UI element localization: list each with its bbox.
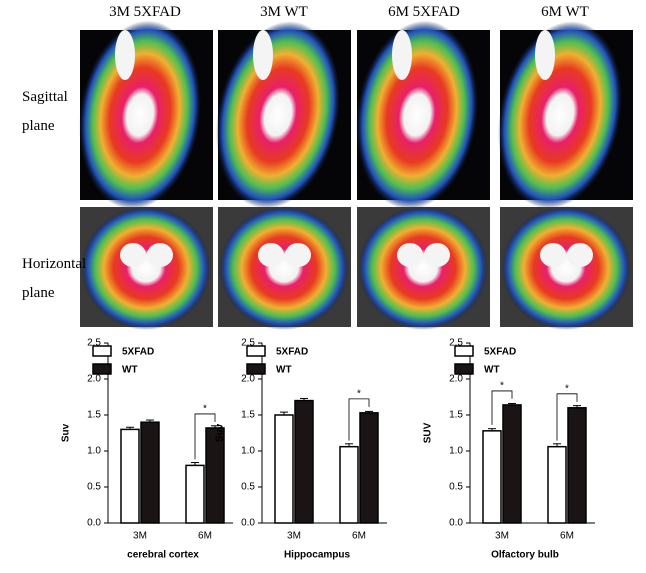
y-tick-label: 0.5 <box>87 482 101 493</box>
bar <box>205 427 225 524</box>
y-tick-label: 2.0 <box>87 374 101 385</box>
y-tick-label: 0.0 <box>241 518 255 529</box>
y-tick-label: 2.5 <box>87 338 101 349</box>
row-label: Sagittal plane <box>22 89 68 134</box>
legend-label: 5XFAD <box>276 347 308 358</box>
y-tick-label: 1.5 <box>87 410 101 421</box>
bar <box>140 421 160 524</box>
y-axis-label: SUV <box>423 422 434 443</box>
x-tick-label: 6M <box>352 531 366 542</box>
legend-swatch <box>454 363 474 375</box>
heat-core <box>285 243 311 267</box>
y-tick-label: 0.0 <box>87 518 101 529</box>
column-label: 6M WT <box>541 4 589 20</box>
legend-label: 5XFAD <box>122 347 154 358</box>
x-tick-label: 3M <box>133 531 147 542</box>
legend-swatch <box>92 363 112 375</box>
column-label: 3M WT <box>260 4 308 20</box>
column-label: 3M 5XFAD <box>109 4 181 20</box>
legend-swatch <box>454 345 474 357</box>
y-tick-label: 2.5 <box>449 338 463 349</box>
heat-core <box>392 30 412 80</box>
x-tick-label: 6M <box>198 531 212 542</box>
bar <box>339 445 359 524</box>
heat-blob <box>79 20 201 210</box>
heat-core <box>397 243 423 267</box>
x-tick-label: 3M <box>287 531 301 542</box>
bar <box>185 464 205 524</box>
legend-label: WT <box>122 365 138 376</box>
bar <box>120 428 140 524</box>
heat-blob <box>219 206 349 330</box>
significance-bracket <box>194 413 216 460</box>
bar <box>274 414 294 524</box>
x-tick-label: 3M <box>495 531 509 542</box>
significance-mark: * <box>565 383 569 394</box>
heat-core <box>120 243 146 267</box>
heat-core <box>147 243 173 267</box>
column-label: 6M 5XFAD <box>388 4 460 20</box>
y-tick-label: 2.0 <box>241 374 255 385</box>
pet-images <box>79 20 633 330</box>
heat-blob <box>358 206 488 330</box>
heat-blob <box>81 206 211 330</box>
legend-label: 5XFAD <box>484 347 516 358</box>
bar <box>547 445 567 524</box>
y-tick-label: 1.5 <box>449 410 463 421</box>
y-axis-label: Suv <box>215 423 226 442</box>
heat-blob <box>356 20 478 210</box>
heat-core <box>115 30 135 80</box>
y-tick-label: 2.5 <box>241 338 255 349</box>
legend-label: WT <box>484 365 500 376</box>
bar <box>482 430 502 524</box>
y-tick-label: 2.0 <box>449 374 463 385</box>
legend-swatch <box>246 345 266 357</box>
bar <box>502 404 522 524</box>
heat-blob <box>498 21 622 209</box>
legend-label: WT <box>276 365 292 376</box>
y-tick-label: 1.5 <box>241 410 255 421</box>
bar <box>567 407 587 524</box>
heat-core <box>253 30 273 80</box>
heat-blob <box>216 21 340 209</box>
heat-core <box>535 30 555 80</box>
heat-core <box>567 243 593 267</box>
heat-core <box>258 243 284 267</box>
y-tick-label: 1.0 <box>87 446 101 457</box>
significance-bracket <box>348 398 370 441</box>
legend-swatch <box>92 345 112 357</box>
y-tick-label: 0.5 <box>449 482 463 493</box>
bar <box>359 412 379 524</box>
significance-bracket <box>491 390 513 425</box>
significance-mark: * <box>357 388 361 399</box>
bar <box>294 399 314 524</box>
significance-mark: * <box>500 381 504 392</box>
significance-mark: * <box>203 404 207 415</box>
legend-swatch <box>246 363 266 375</box>
significance-bracket <box>556 393 578 441</box>
y-tick-label: 1.0 <box>241 446 255 457</box>
x-axis-title: Olfactory bulb <box>491 550 559 561</box>
y-tick-label: 1.0 <box>449 446 463 457</box>
heat-core <box>424 243 450 267</box>
y-tick-label: 0.0 <box>449 518 463 529</box>
y-axis-label: Suv <box>61 423 72 442</box>
heat-blob <box>501 206 631 330</box>
x-tick-label: 6M <box>560 531 574 542</box>
x-axis-title: cerebral cortex <box>127 550 199 561</box>
x-axis-title: Hippocampus <box>284 550 351 561</box>
row-label: Horizontal plane <box>22 256 87 301</box>
heat-core <box>540 243 566 267</box>
y-tick-label: 0.5 <box>241 482 255 493</box>
